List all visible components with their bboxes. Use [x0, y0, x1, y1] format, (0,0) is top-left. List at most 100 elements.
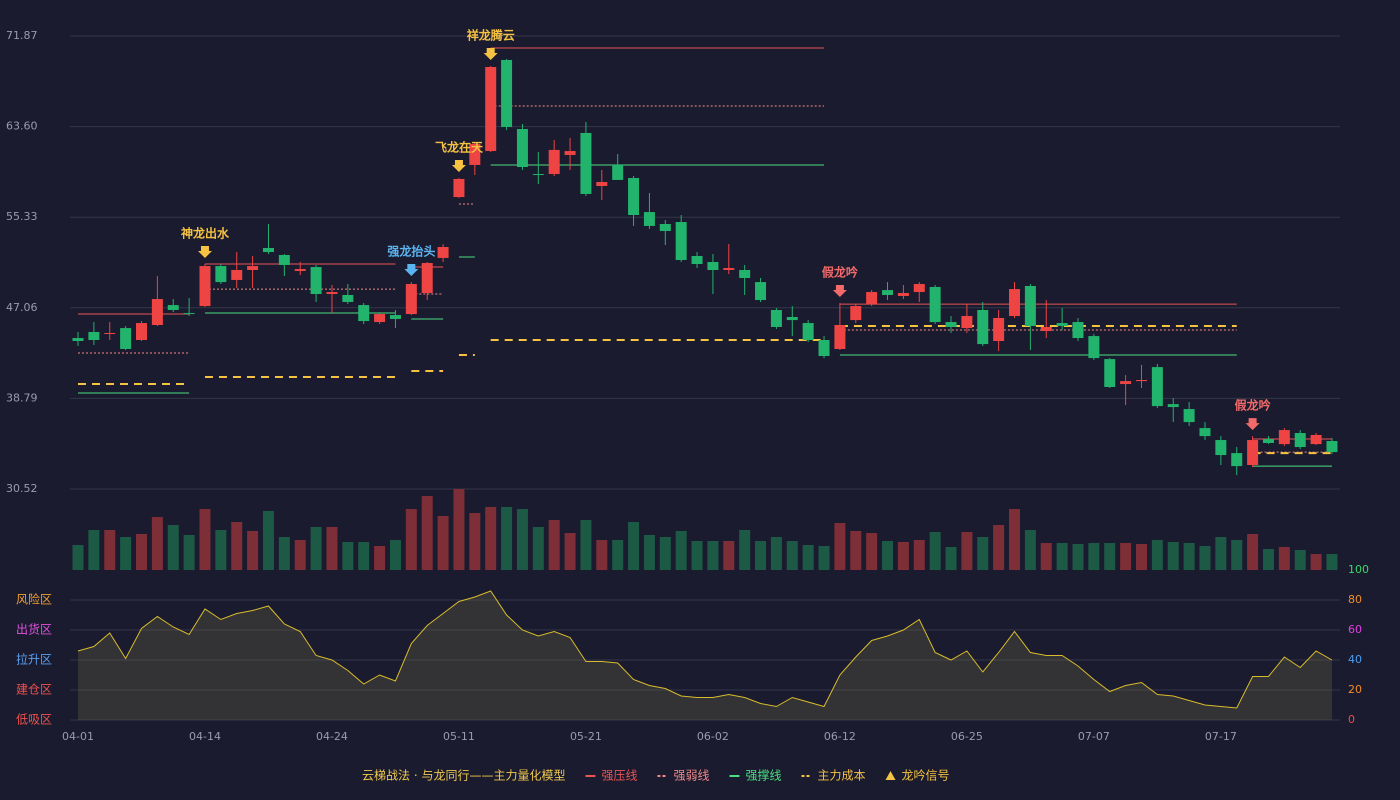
candle-body [437, 246, 449, 258]
candle-body [548, 149, 560, 175]
volume-bar [1326, 554, 1338, 570]
volume-bar [215, 530, 227, 570]
candle-body [374, 314, 386, 323]
candle-body [453, 178, 465, 198]
volume-bar [564, 533, 576, 570]
candle-body [707, 262, 719, 271]
candle-body [1326, 441, 1338, 453]
volume-bar [231, 522, 243, 570]
candle-body [88, 332, 100, 341]
x-tick-label: 04-01 [62, 730, 94, 743]
candle-body [1056, 323, 1068, 326]
volume-bar [628, 522, 640, 570]
volume-bar [167, 525, 179, 570]
volume-bar [326, 527, 338, 570]
candle-body [1262, 439, 1274, 443]
zone-label: 拉升区 [16, 652, 52, 667]
volume-bar [1120, 543, 1132, 570]
volume-bar [1183, 543, 1195, 570]
candle-body [802, 323, 814, 341]
volume-bar [882, 541, 894, 570]
candle-body [294, 269, 306, 271]
y-tick-label: 0 [1348, 713, 1355, 726]
volume-bar [516, 509, 528, 570]
volume-bar [850, 531, 862, 570]
candle-body [1009, 289, 1021, 317]
volume-bar [643, 535, 655, 570]
volume-bar [1040, 543, 1052, 570]
candle-body [691, 255, 703, 264]
candle-body [770, 309, 782, 327]
y-tick-label: 38.79 [6, 391, 38, 404]
candle-body [120, 328, 132, 349]
volume-bar [1199, 546, 1211, 570]
candle-body [151, 299, 163, 325]
candle-body [786, 317, 798, 321]
x-tick-label: 04-14 [189, 730, 221, 743]
candle-body [262, 247, 274, 253]
volume-bar [1009, 509, 1021, 570]
candle-body [866, 292, 878, 305]
volume-bar [707, 541, 719, 570]
signal-arrow [832, 284, 847, 297]
candle-body [199, 266, 211, 307]
y-tick-label: 40 [1348, 653, 1362, 666]
x-tick-label: 05-21 [570, 730, 602, 743]
volume-bar [278, 537, 290, 570]
x-tick-label: 07-17 [1205, 730, 1237, 743]
legend-label: 强压线 [601, 769, 637, 783]
signal-label: 假龙吟 [1235, 398, 1271, 413]
y-tick-label: 80 [1348, 593, 1362, 606]
volume-bar [453, 489, 465, 570]
candle-body [739, 270, 751, 279]
candle-body [643, 212, 655, 226]
candle-body [882, 290, 894, 295]
candle-body [1231, 453, 1243, 467]
candle-body [247, 266, 259, 271]
candle-body [1151, 367, 1163, 407]
volume-bar [897, 542, 909, 570]
volume-bar [1310, 554, 1322, 570]
candle-body [389, 315, 401, 319]
signal-label: 神龙出水 [181, 225, 230, 240]
signal-arrow [451, 159, 466, 172]
oscillator-line [77, 590, 1333, 709]
volume-bar [1247, 534, 1259, 570]
candle-body [516, 129, 528, 168]
candle-body [532, 174, 544, 176]
volume-bar [1151, 540, 1163, 570]
volume-bar [1024, 530, 1036, 570]
candle-body [278, 254, 290, 265]
volume-bar [88, 530, 100, 570]
volume-bar [72, 545, 84, 570]
candle-body [1215, 440, 1227, 456]
volume-bar [977, 537, 989, 570]
candle-body [72, 338, 84, 341]
candle-body [659, 223, 671, 232]
volume-bar [151, 517, 163, 570]
legend-title: 云梯战法 · 与龙同行——主力量化模型 [362, 769, 565, 783]
volume-bar [1056, 543, 1068, 570]
volume-bar [389, 540, 401, 570]
y-tick-label: 20 [1348, 683, 1362, 696]
volume-bar [1104, 543, 1116, 570]
volume-bar [596, 540, 608, 570]
candle-body [104, 332, 116, 334]
candle-body [834, 324, 846, 349]
volume-bar [548, 520, 560, 570]
candle-body [580, 132, 592, 194]
candle-body [421, 262, 433, 294]
candle-body [818, 340, 830, 357]
candle-body [850, 306, 862, 321]
volume-bar [374, 546, 386, 570]
legend-label: 龙吟信号 [902, 768, 950, 783]
volume-bar [1072, 544, 1084, 570]
legend-label: 强弱线 [673, 769, 709, 783]
volume-bar [1088, 543, 1100, 570]
candle-body [993, 317, 1005, 341]
candle-body [183, 313, 195, 315]
candle-body [1247, 440, 1259, 466]
candle-body [564, 151, 576, 155]
legend-label: 强撑线 [745, 768, 781, 783]
